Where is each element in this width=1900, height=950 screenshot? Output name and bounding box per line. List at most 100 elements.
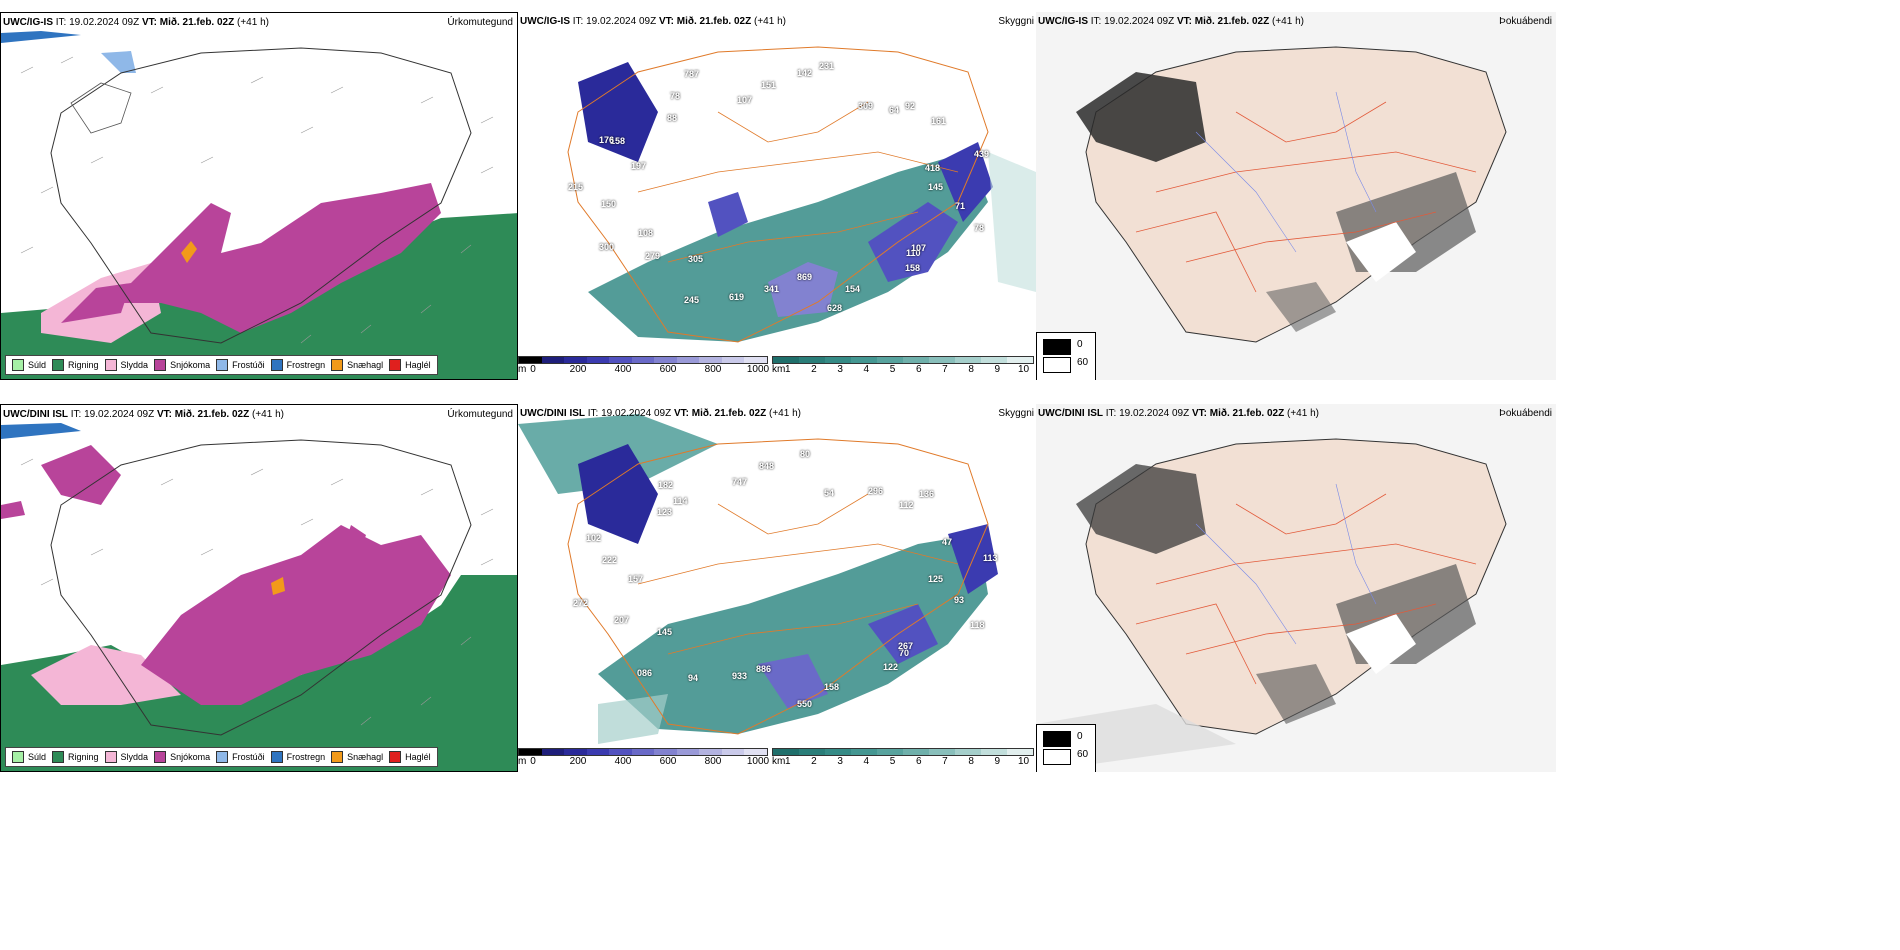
- colorbar-segment: [564, 357, 587, 363]
- legend-swatch: [104, 751, 117, 763]
- snow-depth-colorbar: m 0 200 400 600 800 1000: [518, 356, 769, 376]
- snow-depth-label: 886: [756, 664, 772, 674]
- snow-depth-label: 71: [955, 201, 966, 211]
- snow-depth-visibility-map: [518, 12, 1036, 352]
- snow-depth-label: 305: [688, 254, 704, 264]
- colorbar-tick-label: 1: [784, 756, 791, 767]
- colorbar-segment: [851, 357, 877, 363]
- colorbar-tick-label: 400: [614, 364, 632, 375]
- legend-swatch: [331, 359, 344, 371]
- legend-item: Slydda: [104, 751, 148, 763]
- colorbar-tick-label: 8: [968, 756, 974, 767]
- colorbar-segment: [929, 357, 955, 363]
- colorbar-tick-label: 800: [704, 756, 722, 767]
- colorbar-ticks: km 1 2 3 4 5 6 7 8 9 10: [772, 756, 1034, 768]
- legend-swatch: [12, 751, 24, 763]
- legend-item: Frostregn: [270, 359, 326, 371]
- legend-item: Frostregn: [270, 751, 326, 763]
- colorbar-segment: [773, 749, 799, 755]
- snow-depth-label: 158: [610, 136, 626, 146]
- snow-depth-label: 176: [599, 135, 615, 145]
- legend-item: Haglél: [389, 751, 431, 763]
- snow-depth-label: 267: [898, 641, 914, 651]
- snow-depth-label: 150: [601, 199, 617, 209]
- colorbar-segment: [699, 357, 722, 363]
- snow-depth-label: 107: [737, 95, 753, 105]
- snow-depth-label: 222: [602, 555, 618, 565]
- legend-item: Snjókoma: [154, 751, 210, 763]
- colorbar-unit: m: [518, 756, 527, 767]
- colorbar-tick-label: 4: [863, 364, 870, 375]
- colorbar-tick-label: 9: [994, 364, 1001, 375]
- colorbar-tick-label: 10: [1017, 756, 1030, 767]
- colorbar-tick-label: 9: [994, 756, 1001, 767]
- colorbar-segment: [744, 357, 768, 363]
- colorbar-segment: [929, 749, 955, 755]
- snow-depth-label: 158: [824, 682, 840, 692]
- colorbar-unit: km: [772, 756, 786, 767]
- snow-depth-label: 207: [614, 615, 630, 625]
- colorbar-tick-label: 0: [530, 364, 536, 375]
- legend-swatch: [104, 359, 117, 371]
- legend-swatch: [52, 359, 65, 371]
- colorbar-segment: [877, 357, 903, 363]
- colorbar-segment: [903, 357, 929, 363]
- snow-depth-label: 161: [931, 116, 947, 126]
- colorbar-segment: [773, 357, 799, 363]
- fog-key-swatch: [1043, 749, 1071, 765]
- visibility-colorbar: km 1 2 3 4 5 6 7 8 9 10: [772, 748, 1034, 768]
- snow-depth-label: 70: [899, 648, 910, 658]
- colorbar-segment: [519, 749, 542, 755]
- legend-swatch: [270, 751, 283, 763]
- legend-swatch: [331, 751, 344, 763]
- colorbar-tick-label: 4: [863, 756, 870, 767]
- legend-label: Frostregn: [286, 752, 326, 762]
- colorbar-segment: [541, 357, 565, 363]
- fog-key-label: 0: [1077, 339, 1083, 350]
- snow-depth-label: 78: [974, 223, 985, 233]
- snow-depth-label: 114: [673, 496, 688, 506]
- snow-depth-label: 113: [983, 553, 998, 563]
- precip-type-panel-row2: UWC/DINI ISL IT: 19.02.2024 09Z VT: Mið.…: [0, 404, 518, 772]
- snow-depth-label: 88: [667, 113, 678, 123]
- snow-depth-label: 151: [761, 80, 777, 90]
- fog-indicator-map: [1036, 12, 1556, 380]
- legend-label: Frostregn: [286, 360, 326, 370]
- snow-depth-label: 108: [638, 228, 654, 238]
- colorbar-segment: [721, 749, 745, 755]
- precip-type-map: [1, 13, 517, 379]
- fog-key: 0 60: [1036, 332, 1096, 380]
- precip-legend: Súld Rigning Slydda Snjókoma Frostúði Frostre…: [5, 747, 438, 767]
- colorbar-segment: [586, 357, 610, 363]
- legend-swatch: [270, 359, 283, 371]
- panel-title: Þokuábendi: [1499, 408, 1552, 419]
- legend-item: Haglél: [389, 359, 431, 371]
- colorbar-tick-label: 7: [942, 756, 948, 767]
- snow-depth-label: 54: [824, 488, 835, 498]
- snow-depth-label: 869: [797, 272, 813, 282]
- snow-depth-label: 78: [670, 91, 681, 101]
- colorbar-segment: [654, 357, 677, 363]
- snow-depth-label: 848: [759, 461, 775, 471]
- fog-key-swatch: [1043, 339, 1071, 355]
- snow-depth-label: 439: [974, 149, 990, 159]
- legend-item: Súld: [12, 359, 46, 371]
- legend-swatch: [389, 359, 402, 371]
- legend-label: Frostúði: [232, 360, 265, 370]
- snow-depth-label: 933: [732, 671, 748, 681]
- snow-depth-label: 215: [568, 182, 584, 192]
- snow-depth-label: 158: [905, 263, 921, 273]
- colorbar-segment: [676, 357, 700, 363]
- chart-header: UWC/IG-IS IT: 19.02.2024 09Z VT: Mið. 21…: [1038, 16, 1304, 27]
- precip-legend: Súld Rigning Slydda Snjókoma Frostúði Frostre…: [5, 355, 438, 375]
- snow-depth-label: 102: [586, 533, 602, 543]
- snow-depth-label: 118: [970, 620, 985, 630]
- colorbar-segment: [631, 357, 655, 363]
- colorbar-tick-label: 0: [530, 756, 536, 767]
- snow-depth-label: 197: [631, 161, 647, 171]
- snow-depth-label: 231: [819, 61, 835, 71]
- colorbar-segment: [903, 749, 929, 755]
- colorbar-tick-label: 5: [889, 756, 896, 767]
- snow-depth-label: 64: [889, 105, 900, 115]
- colorbar-ticks: km 1 2 3 4 5 6 7 8 9 10: [772, 364, 1034, 376]
